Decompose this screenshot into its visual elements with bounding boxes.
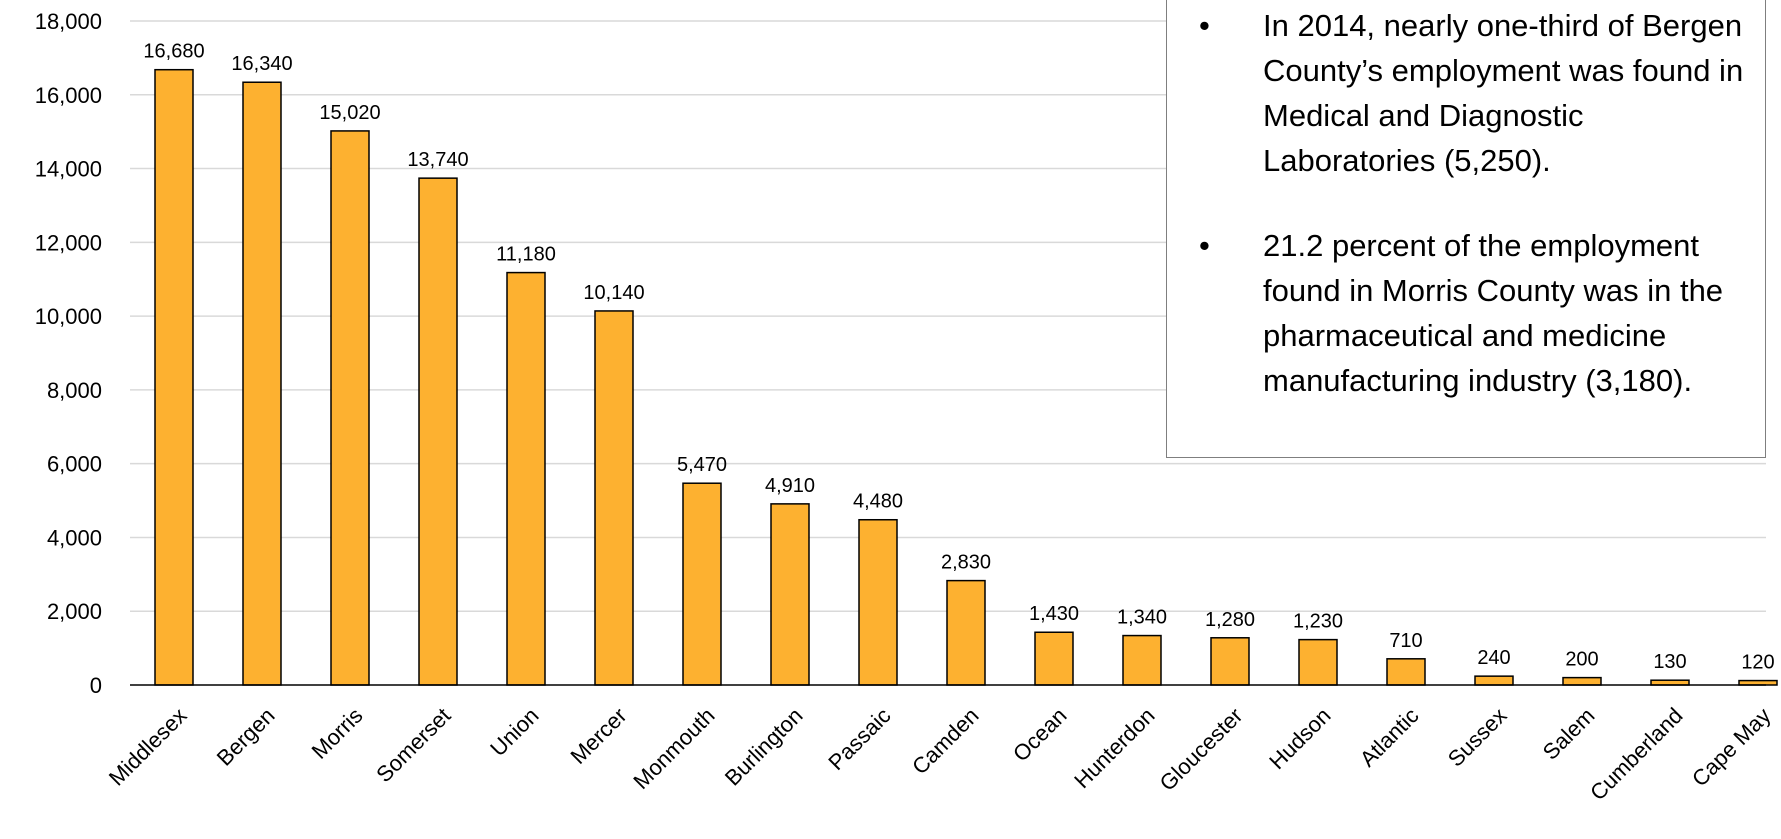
x-tick-label: Middlesex (104, 703, 192, 791)
y-tick-label: 18,000 (35, 9, 102, 34)
note-item-1: • In 2014, nearly one-third of Bergen Co… (1167, 3, 1765, 183)
bar (682, 482, 722, 686)
x-tick-label: Cumberland (1585, 703, 1687, 805)
data-label: 200 (1565, 649, 1598, 671)
x-tick-label: Mercer (565, 703, 631, 769)
y-tick-label: 6,000 (47, 452, 102, 477)
data-label: 16,680 (143, 41, 204, 63)
x-tick-label: Ocean (1008, 703, 1072, 767)
x-tick-label: Monmouth (628, 703, 719, 794)
y-tick-label: 12,000 (35, 230, 102, 255)
bar (1122, 634, 1162, 686)
bar (946, 579, 986, 686)
bar (506, 271, 546, 686)
notes-list: • In 2014, nearly one-third of Bergen Co… (1167, 3, 1765, 403)
y-tick-label: 16,000 (35, 83, 102, 108)
bar (330, 130, 370, 686)
x-tick-label: Somerset (371, 703, 455, 787)
data-label: 1,230 (1293, 611, 1343, 633)
x-tick-label: Gloucester (1155, 703, 1248, 796)
data-label: 11,180 (496, 244, 556, 266)
notes-box: • In 2014, nearly one-third of Bergen Co… (1166, 0, 1766, 458)
x-tick-label: Atlantic (1355, 703, 1424, 772)
bar (1562, 676, 1602, 686)
bar (770, 503, 810, 686)
data-label: 2,830 (941, 552, 991, 574)
data-label: 1,340 (1117, 607, 1167, 629)
x-tick-label: Passaic (823, 703, 895, 775)
note-item-2: • 21.2 percent of the employment found i… (1167, 223, 1765, 403)
data-label: 1,280 (1205, 609, 1255, 631)
data-label: 13,740 (407, 149, 468, 171)
y-tick-label: 4,000 (47, 525, 102, 550)
y-tick-label: 2,000 (47, 599, 102, 624)
bullet-2: • (1199, 228, 1210, 263)
x-tick-label: Salem (1538, 703, 1600, 765)
data-label: 16,340 (231, 53, 292, 75)
gridlines (130, 20, 1766, 612)
x-tick-label: Union (485, 703, 543, 761)
bar (858, 518, 898, 686)
y-tick-label: 8,000 (47, 378, 102, 403)
x-tick-label: Morris (307, 703, 368, 764)
x-tick-label: Burlington (720, 703, 808, 791)
bar (594, 310, 634, 686)
data-label: 1,430 (1029, 603, 1079, 625)
x-tick-label: Camden (907, 703, 983, 779)
data-label: 240 (1477, 647, 1510, 669)
x-tick-label: Hunterdon (1069, 703, 1159, 793)
bar (418, 177, 458, 686)
data-label: 710 (1389, 630, 1422, 652)
x-tick-label: Cape May (1687, 703, 1776, 792)
bar (242, 81, 282, 686)
y-tick-label: 0 (90, 673, 102, 698)
x-tick-label: Sussex (1443, 703, 1512, 772)
bars (154, 68, 1778, 686)
data-label: 4,480 (853, 491, 903, 513)
bar (154, 68, 194, 686)
bar (1474, 675, 1514, 686)
data-label: 5,470 (677, 454, 727, 476)
bar (1210, 637, 1250, 686)
data-label: 130 (1653, 651, 1686, 673)
data-label: 120 (1741, 652, 1774, 674)
bar (1298, 638, 1338, 686)
bar (1386, 658, 1426, 686)
data-label: 15,020 (319, 102, 380, 124)
y-tick-label: 10,000 (35, 304, 102, 329)
data-label: 10,140 (583, 282, 644, 304)
bullet-1: • (1199, 8, 1210, 43)
x-tick-label: Bergen (212, 703, 280, 771)
data-label: 4,910 (765, 475, 815, 497)
y-tick-label: 14,000 (35, 157, 102, 182)
note-text-2: 21.2 percent of the employment found in … (1263, 228, 1724, 398)
bar (1034, 631, 1074, 686)
note-text-1: In 2014, nearly one-third of Bergen Coun… (1263, 8, 1744, 178)
x-tick-label: Hudson (1264, 703, 1335, 774)
